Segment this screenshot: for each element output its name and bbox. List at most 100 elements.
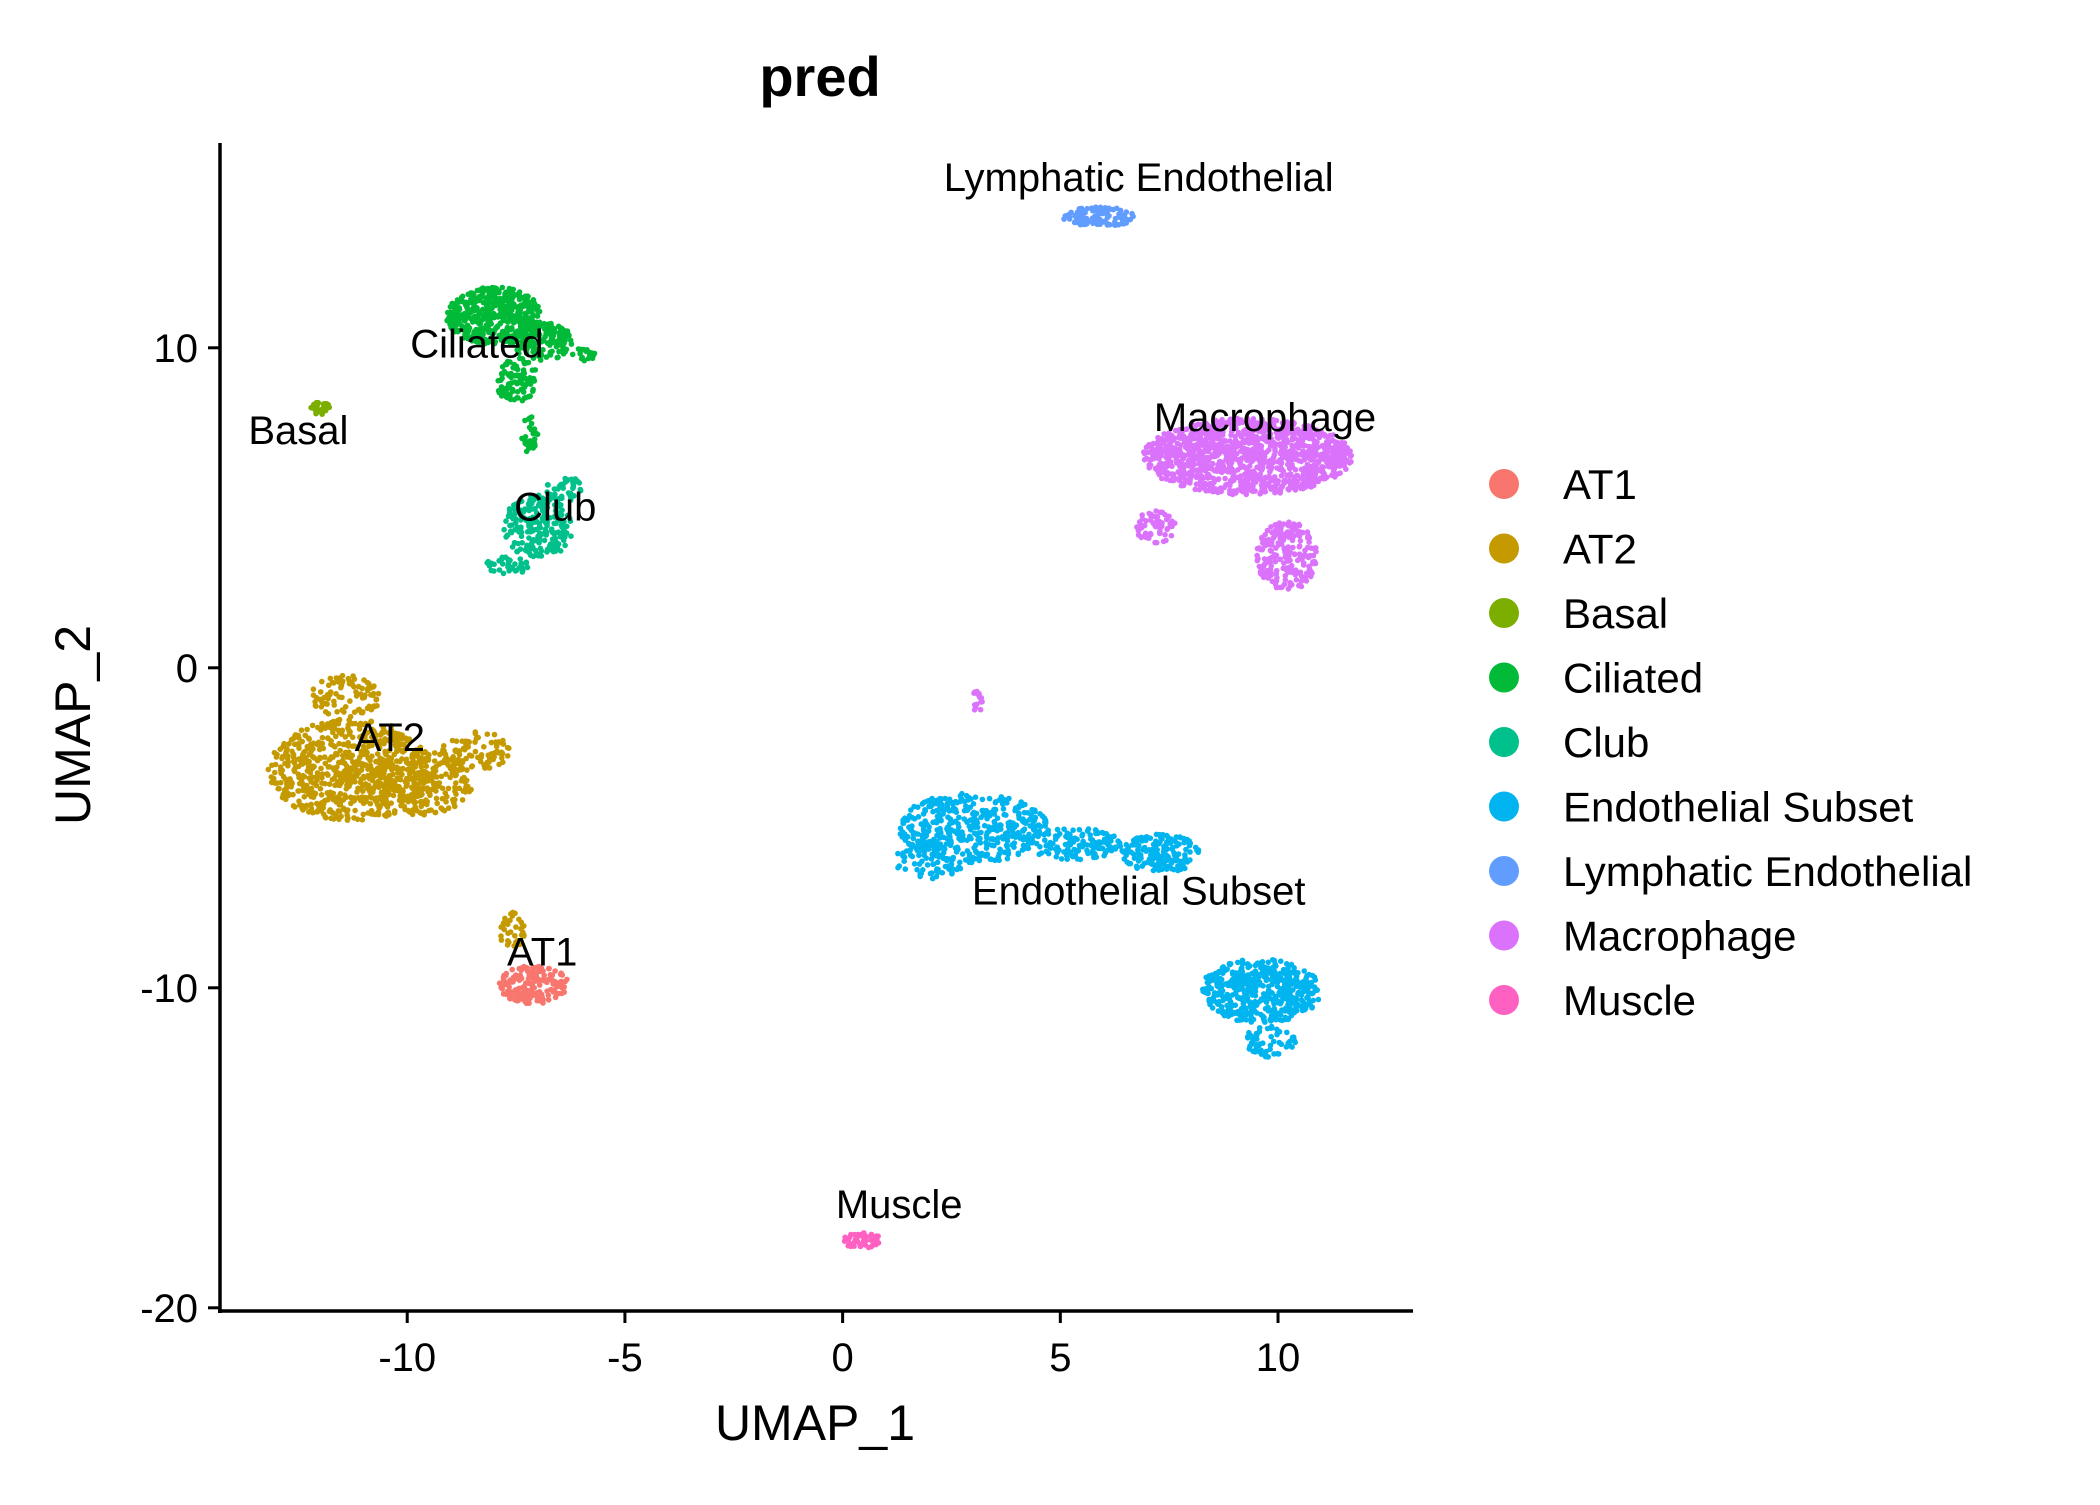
data-point — [388, 800, 395, 806]
data-point — [1307, 1001, 1313, 1007]
data-point — [416, 755, 423, 761]
data-point — [315, 739, 322, 746]
data-point — [389, 767, 395, 773]
data-point — [309, 722, 316, 729]
data-point — [1246, 1029, 1252, 1036]
data-point — [565, 477, 571, 483]
data-point — [334, 709, 340, 715]
data-point — [1254, 1032, 1260, 1038]
data-point — [376, 744, 383, 751]
data-point — [503, 518, 509, 524]
data-point — [552, 968, 558, 974]
data-point — [915, 814, 922, 820]
data-point — [1063, 833, 1069, 840]
data-point — [1264, 967, 1271, 973]
data-point — [528, 420, 535, 427]
data-point — [504, 744, 511, 751]
data-point — [421, 757, 428, 763]
data-point — [951, 799, 957, 806]
data-point — [472, 748, 479, 755]
data-point — [1054, 826, 1061, 833]
data-point — [1140, 847, 1146, 853]
data-point — [1306, 971, 1312, 978]
data-point — [1270, 964, 1276, 971]
data-point — [967, 804, 974, 811]
data-point — [523, 980, 529, 986]
data-point — [468, 753, 475, 759]
data-point — [562, 331, 569, 338]
data-point — [375, 809, 382, 815]
data-point — [1239, 995, 1245, 1001]
data-point — [1262, 1053, 1269, 1060]
data-point — [1285, 982, 1291, 989]
data-point — [988, 809, 994, 816]
data-point — [1025, 839, 1032, 846]
data-point — [509, 388, 516, 395]
data-point — [1270, 1038, 1277, 1045]
data-point — [306, 758, 312, 765]
data-point — [1229, 992, 1236, 998]
data-point — [558, 970, 564, 976]
data-point — [310, 746, 316, 752]
data-point — [533, 430, 539, 437]
data-point — [462, 331, 468, 338]
data-point — [1178, 858, 1184, 865]
data-point — [1336, 444, 1342, 450]
data-point — [1084, 847, 1090, 854]
data-point — [344, 812, 351, 819]
data-point — [424, 771, 430, 778]
data-point — [1266, 447, 1272, 453]
data-point — [914, 866, 920, 873]
data-point — [336, 729, 343, 736]
data-point — [466, 310, 472, 317]
data-point — [1072, 212, 1078, 219]
data-point — [357, 734, 363, 740]
data-point — [330, 796, 337, 803]
data-point — [515, 332, 522, 339]
data-point — [514, 338, 520, 345]
data-point — [423, 797, 429, 803]
data-point — [409, 784, 415, 791]
data-point — [997, 846, 1003, 853]
series-basal — [308, 399, 333, 418]
data-point — [1277, 958, 1284, 964]
data-point — [417, 744, 424, 751]
data-point — [1278, 1041, 1285, 1048]
data-point — [403, 756, 410, 763]
data-point — [996, 857, 1002, 864]
data-point — [419, 770, 426, 777]
data-point — [949, 866, 956, 872]
data-point — [356, 726, 363, 732]
data-point — [1277, 1000, 1284, 1007]
data-point — [486, 755, 493, 761]
data-point — [563, 346, 570, 353]
data-point — [509, 340, 516, 347]
data-point — [302, 732, 309, 739]
data-point — [342, 792, 348, 798]
data-point — [1212, 486, 1219, 492]
data-point — [376, 779, 382, 786]
data-point — [555, 354, 561, 361]
data-point — [292, 732, 299, 738]
data-point — [390, 792, 397, 799]
data-point — [901, 854, 908, 860]
data-point — [1224, 481, 1230, 488]
data-point — [471, 293, 477, 299]
data-point — [1070, 827, 1076, 833]
data-point — [1258, 450, 1265, 457]
data-point — [1176, 477, 1183, 484]
data-point — [959, 851, 966, 857]
data-point — [1144, 859, 1150, 866]
data-point — [409, 797, 415, 804]
data-point — [520, 984, 526, 991]
data-point — [540, 338, 547, 344]
data-point — [309, 792, 315, 799]
data-point — [966, 851, 973, 857]
data-point — [296, 798, 302, 804]
data-point — [453, 300, 459, 307]
data-point — [924, 862, 931, 868]
data-point — [491, 291, 498, 298]
data-point — [1248, 1039, 1255, 1046]
data-point — [530, 386, 536, 393]
data-point — [1217, 485, 1224, 491]
